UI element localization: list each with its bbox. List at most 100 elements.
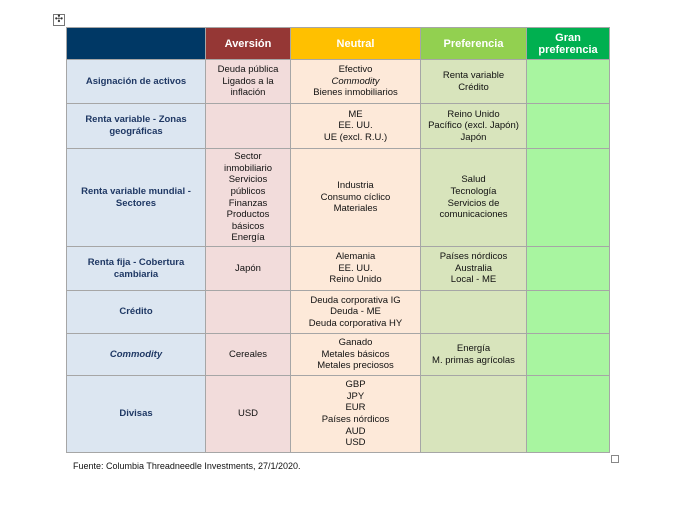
- cell-line: USD: [237, 408, 259, 420]
- cell-line: AUD: [345, 425, 366, 437]
- cell-line: UE (excl. R.U.): [323, 131, 388, 143]
- cell-line: Sector: [234, 151, 262, 163]
- cell-neutral: GBP JPY EUR Países nórdicos AUD USD: [290, 375, 421, 453]
- cell-line: Energía: [231, 232, 265, 244]
- source-note: Fuente: Columbia Threadneedle Investment…: [73, 461, 301, 471]
- cell-line: Renta fija - Cobertura: [87, 256, 185, 268]
- cell-line: inflación: [230, 87, 266, 99]
- cell-line: Ligados a la: [222, 75, 274, 87]
- cell-line: Deuda corporativa HY: [308, 317, 403, 329]
- table-row: Renta fija - Cobertura cambiaria Japón Alem…: [66, 246, 610, 291]
- cell-line: Japón: [460, 131, 487, 143]
- cell-aversion: [205, 103, 291, 149]
- cell-line: Commodity: [109, 348, 163, 360]
- table-row: Asignación de activos Deuda pública Ligado…: [66, 59, 610, 104]
- header-neutral: Neutral: [290, 27, 421, 60]
- cell-line: cambiaria: [113, 268, 159, 280]
- row-label: Renta fija - Cobertura cambiaria: [66, 246, 206, 291]
- cell-line: Cereales: [228, 348, 268, 360]
- cell-line: Metales preciosos: [317, 360, 394, 372]
- cell-gran-preferencia: [526, 290, 610, 334]
- row-label: Asignación de activos: [66, 59, 206, 104]
- table-row: Renta variable mundial - Sectores Sector in…: [66, 148, 610, 247]
- table-move-handle-icon[interactable]: ✣: [53, 14, 65, 26]
- cell-line: M. primas agrícolas: [432, 354, 515, 366]
- cell-preferencia: Reino Unido Pacífico (excl. Japón) Japón: [420, 103, 527, 149]
- cell-line: Divisas: [119, 408, 153, 420]
- header-aversion: Aversión: [205, 27, 291, 60]
- cell-line: inmobiliario: [223, 162, 273, 174]
- cell-gran-preferencia: [526, 59, 610, 104]
- cell-gran-preferencia: [526, 103, 610, 149]
- cell-line: Asignación de activos: [85, 75, 187, 87]
- table-row: Renta variable - Zonas geográficas ME EE. U…: [66, 103, 610, 149]
- header-gran-preferencia: Gran preferencia: [526, 27, 610, 60]
- cell-preferencia: Países nórdicos Australia Local - ME: [420, 246, 527, 291]
- cell-aversion: Cereales: [205, 333, 291, 376]
- cell-neutral: ME EE. UU. UE (excl. R.U.): [290, 103, 421, 149]
- cell-line: Servicios: [228, 174, 268, 186]
- cell-line: Sectores: [115, 197, 157, 209]
- cell-line: Tecnología: [450, 185, 497, 197]
- cell-line: Países nórdicos: [321, 414, 390, 425]
- cell-preferencia: [420, 290, 527, 334]
- row-label: Divisas: [66, 375, 206, 453]
- cell-line: Reino Unido: [329, 274, 382, 286]
- cell-line: Renta variable: [442, 69, 505, 81]
- cell-line: comunicaciones: [439, 209, 508, 221]
- cell-line: Productos: [226, 209, 270, 221]
- table-resize-handle-icon[interactable]: [611, 455, 619, 463]
- cell-line: Alemania: [335, 251, 376, 263]
- cell-neutral: Alemania EE. UU. Reino Unido: [290, 246, 421, 291]
- cell-aversion: [205, 290, 291, 334]
- table-row: Divisas USD GBP JPY EUR Países nórdicos AUD USD: [66, 375, 610, 453]
- header-preferencia: Preferencia: [420, 27, 527, 60]
- cell-line: Países nórdicos: [439, 251, 508, 263]
- cell-aversion: Sector inmobiliario Servicios públicos Finan…: [205, 148, 291, 247]
- row-label: Renta variable mundial - Sectores: [66, 148, 206, 247]
- cell-gran-preferencia: [526, 375, 610, 453]
- cell-line: Local - ME: [450, 274, 497, 286]
- cell-line: Pacífico (excl. Japón): [428, 120, 519, 132]
- cell-line: Energía: [456, 342, 491, 354]
- cell-line: Bienes inmobiliarios: [313, 87, 398, 99]
- cell-preferencia: Energía M. primas agrícolas: [420, 333, 527, 376]
- cell-line: Crédito: [458, 81, 489, 93]
- cell-preferencia: Renta variable Crédito: [420, 59, 527, 104]
- cell-line: Salud: [461, 174, 486, 186]
- cell-line: Australia: [455, 262, 492, 274]
- cell-line: GBP: [345, 379, 366, 391]
- cell-line: USD: [345, 437, 366, 449]
- cell-line: Consumo cíclico: [320, 191, 391, 203]
- row-label: Commodity: [66, 333, 206, 376]
- cell-line: Renta variable mundial -: [81, 185, 191, 197]
- cell-line: Efectivo: [338, 64, 373, 76]
- cell-line: Materiales: [333, 203, 378, 215]
- cell-gran-preferencia: [526, 333, 610, 376]
- cell-line: Servicios de: [447, 197, 500, 209]
- cell-line: Renta variable - Zonas: [85, 114, 187, 126]
- row-label: Renta variable - Zonas geográficas: [66, 103, 206, 149]
- cell-line: Japón: [235, 262, 261, 274]
- cell-gran-preferencia: [526, 246, 610, 291]
- cell-line: EUR: [345, 402, 366, 414]
- row-label: Crédito: [66, 290, 206, 334]
- cell-neutral: Efectivo Commodity Bienes inmobiliarios: [290, 59, 421, 104]
- cell-line: Reino Unido: [447, 108, 500, 120]
- cell-neutral: Deuda corporativa IG Deuda - ME Deuda corp…: [290, 290, 421, 334]
- cell-line: Metales básicos: [321, 348, 390, 360]
- cell-preferencia: [420, 375, 527, 453]
- cell-line: Deuda corporativa IG: [310, 294, 401, 306]
- cell-line: geográficas: [109, 126, 163, 137]
- cell-line: Finanzas: [228, 197, 268, 209]
- header-row: Aversión Neutral Preferencia Gran preferenc…: [66, 27, 610, 60]
- cell-line: Industria: [337, 180, 374, 192]
- cell-line: básicos: [231, 220, 265, 232]
- cell-line: Deuda pública: [217, 64, 279, 76]
- cell-line: Ganado: [338, 337, 373, 349]
- cell-gran-preferencia: [526, 148, 610, 247]
- header-category: [66, 27, 206, 60]
- preferences-table: Aversión Neutral Preferencia Gran preferenc…: [66, 27, 610, 453]
- cell-neutral: Industria Consumo cíclico Materiales: [290, 148, 421, 247]
- cell-line: JPY: [346, 390, 365, 402]
